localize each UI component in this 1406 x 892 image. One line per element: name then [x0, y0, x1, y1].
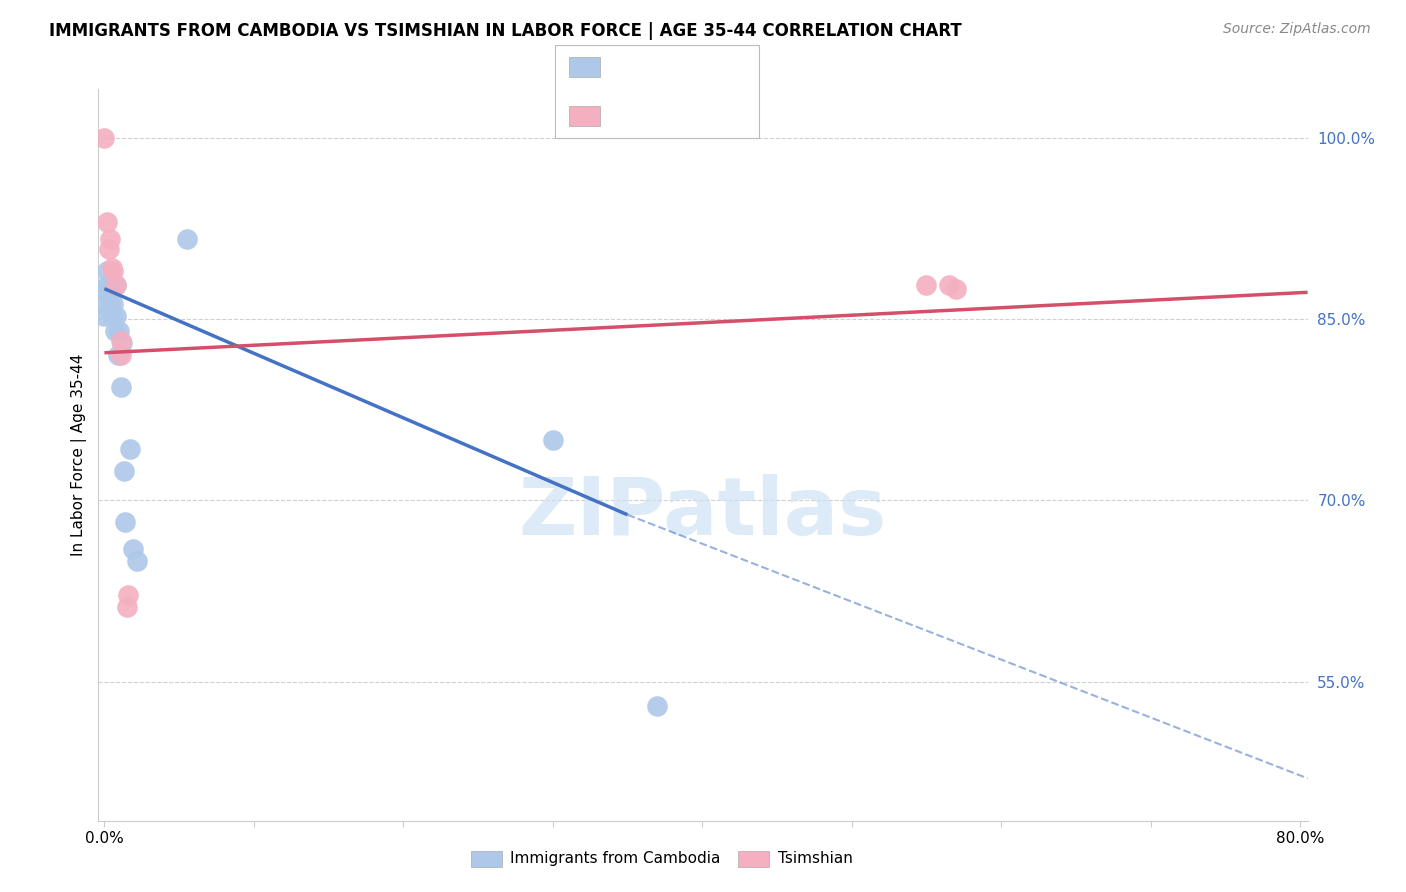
- Point: [96, 278, 118, 293]
- Point: [100, 297, 122, 311]
- Point: [121, 541, 143, 556]
- Point: [93, 130, 115, 145]
- Point: [176, 232, 198, 246]
- Point: [101, 261, 124, 276]
- Point: [111, 336, 134, 351]
- Text: N =: N =: [692, 107, 731, 125]
- Text: ZIPatlas: ZIPatlas: [519, 475, 887, 552]
- Text: Source: ZipAtlas.com: Source: ZipAtlas.com: [1223, 22, 1371, 37]
- Point: [96, 215, 118, 229]
- Point: [115, 599, 138, 614]
- Point: [93, 297, 115, 311]
- Point: [110, 348, 132, 362]
- Y-axis label: In Labor Force | Age 35-44: In Labor Force | Age 35-44: [72, 354, 87, 556]
- Text: Immigrants from Cambodia: Immigrants from Cambodia: [510, 852, 721, 866]
- Point: [100, 278, 122, 293]
- Point: [118, 442, 141, 457]
- Point: [96, 263, 118, 277]
- Point: [101, 310, 124, 324]
- Point: [647, 698, 669, 713]
- Point: [127, 554, 149, 568]
- Point: [104, 324, 127, 338]
- Point: [93, 310, 115, 324]
- Text: 15: 15: [718, 107, 744, 125]
- Text: N =: N =: [692, 58, 731, 76]
- Point: [945, 282, 967, 296]
- Text: IMMIGRANTS FROM CAMBODIA VS TSIMSHIAN IN LABOR FORCE | AGE 35-44 CORRELATION CHA: IMMIGRANTS FROM CAMBODIA VS TSIMSHIAN IN…: [49, 22, 962, 40]
- Point: [100, 232, 122, 246]
- Point: [103, 297, 125, 311]
- Point: [110, 379, 132, 393]
- Text: 25: 25: [718, 58, 744, 76]
- Point: [915, 278, 938, 293]
- Point: [114, 515, 136, 529]
- Point: [103, 263, 125, 277]
- Point: [103, 278, 125, 293]
- Point: [93, 283, 115, 297]
- Point: [97, 242, 120, 256]
- Text: 0.212: 0.212: [637, 107, 689, 125]
- Text: R =: R =: [609, 107, 654, 125]
- Point: [938, 278, 960, 293]
- Point: [117, 588, 139, 602]
- Point: [108, 324, 131, 338]
- Text: R =: R =: [609, 58, 648, 76]
- Point: [107, 348, 129, 362]
- Point: [112, 464, 135, 478]
- Point: [105, 278, 128, 293]
- Point: [105, 310, 128, 324]
- Point: [110, 334, 132, 348]
- Text: -0.276: -0.276: [636, 58, 693, 76]
- Text: Tsimshian: Tsimshian: [778, 852, 852, 866]
- Point: [105, 278, 128, 293]
- Point: [541, 433, 564, 447]
